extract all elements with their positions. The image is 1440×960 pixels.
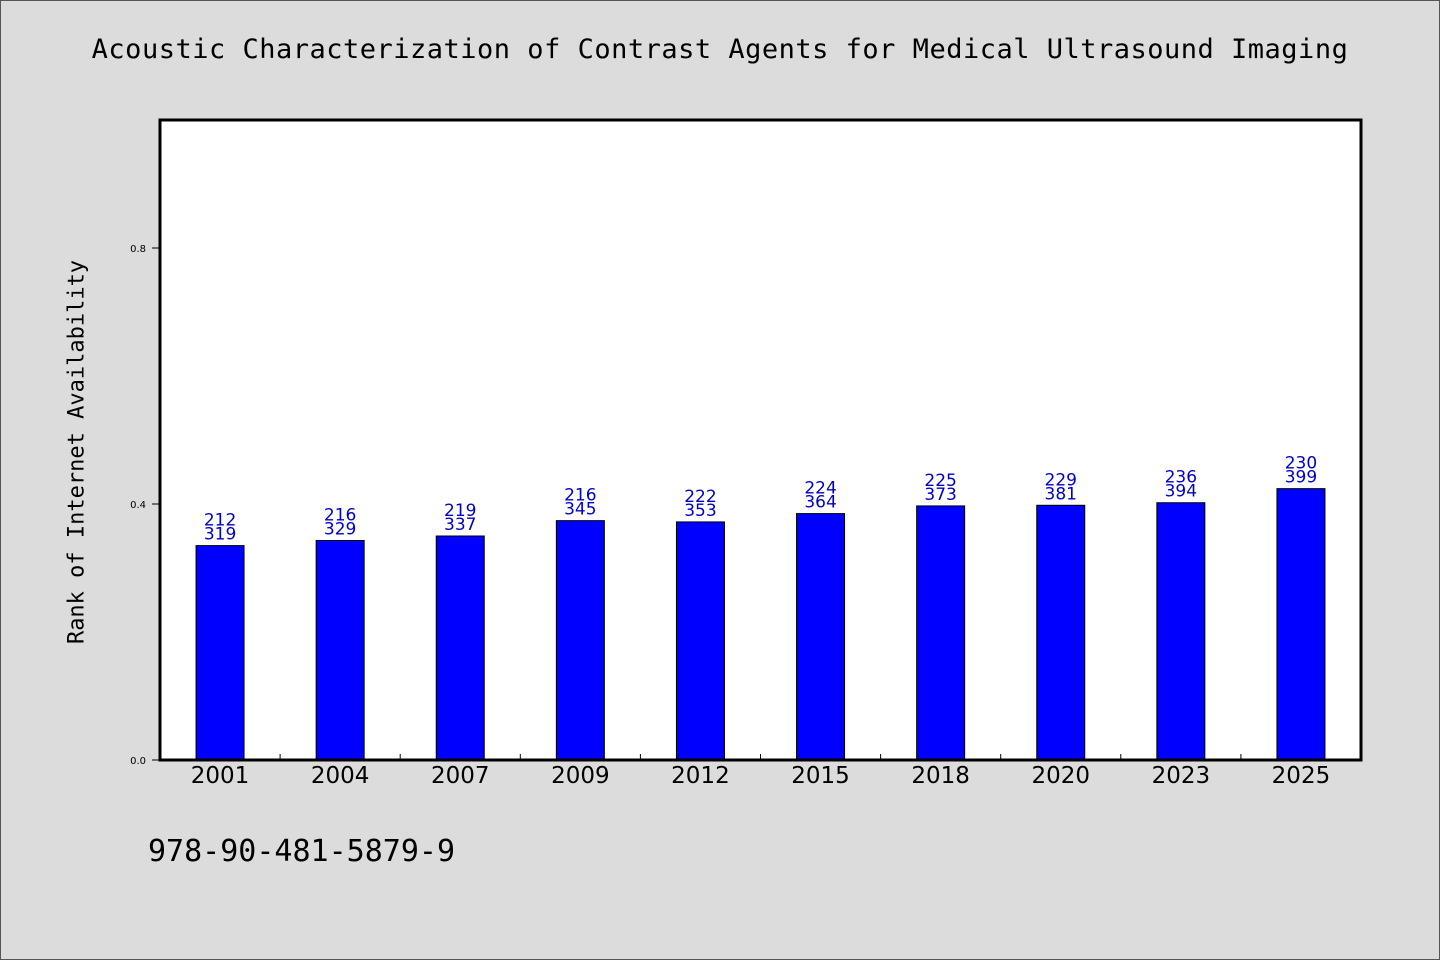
x-tick-label-2023: 2023 — [1152, 763, 1211, 789]
bar-2020 — [1036, 504, 1086, 761]
data-label-top-2004: 216 — [324, 505, 356, 525]
data-label-top-2020: 229 — [1045, 470, 1077, 490]
bar-2009 — [555, 520, 605, 761]
bars-group — [195, 488, 1326, 761]
data-label-bottom-2020: 381 — [1045, 484, 1077, 504]
data-label-top-2009: 216 — [564, 486, 596, 506]
x-tick-label-2012: 2012 — [671, 763, 730, 789]
axes-group: 2001 2004 2007 2009 2012 2015 2018 2020 2023 2025… — [130, 118, 1363, 789]
x-tick-label-2018: 2018 — [911, 763, 970, 789]
plot-border — [158, 118, 1363, 762]
x-tick-label-2025: 2025 — [1272, 763, 1331, 789]
bar-2001 — [195, 545, 245, 761]
data-label-top-2023: 236 — [1165, 468, 1197, 488]
data-label-bottom-2023: 394 — [1165, 482, 1197, 502]
bar-2015 — [796, 513, 846, 761]
data-label-bottom-2001: 319 — [204, 525, 236, 545]
data-label-top-2018: 225 — [924, 471, 956, 491]
data-label-top-2007: 219 — [444, 501, 476, 521]
data-label-bottom-2018: 373 — [924, 485, 956, 505]
data-label-bottom-2009: 345 — [564, 500, 596, 520]
x-tick-label-2001: 2001 — [191, 763, 250, 789]
bar-2007 — [435, 535, 485, 761]
data-label-bottom-2025: 399 — [1285, 468, 1317, 488]
bar-2023 — [1156, 502, 1206, 761]
x-tick-label-2007: 2007 — [431, 763, 490, 789]
isbn-text: 978-90-481-5879-9 — [148, 834, 456, 869]
data-label-bottom-2015: 364 — [804, 493, 836, 513]
bar-2012 — [675, 521, 725, 761]
y-tick-label: 0.0 — [130, 756, 146, 767]
y-tick-label: 0.8 — [130, 244, 146, 255]
bar-2025 — [1276, 488, 1326, 761]
x-tick-label-2020: 2020 — [1031, 763, 1090, 789]
x-tick-label-2015: 2015 — [791, 763, 850, 789]
chart-title: Acoustic Characterization of Contrast Ag… — [91, 34, 1349, 65]
bar-2018 — [916, 505, 966, 761]
data-label-bottom-2004: 329 — [324, 519, 356, 539]
data-label-top-2025: 230 — [1285, 454, 1317, 474]
data-label-bottom-2007: 337 — [444, 515, 476, 535]
data-label-top-2001: 212 — [204, 511, 236, 531]
data-labels-group: 2123192163292193372163452223532243642253… — [204, 454, 1317, 545]
y-tick-label: 0.4 — [130, 500, 146, 511]
bar-2004 — [315, 539, 365, 761]
data-label-bottom-2012: 353 — [684, 501, 716, 521]
data-label-top-2015: 224 — [804, 479, 836, 499]
x-tick-label-2009: 2009 — [551, 763, 610, 789]
x-tick-label-2004: 2004 — [311, 763, 370, 789]
data-label-top-2012: 222 — [684, 487, 716, 507]
